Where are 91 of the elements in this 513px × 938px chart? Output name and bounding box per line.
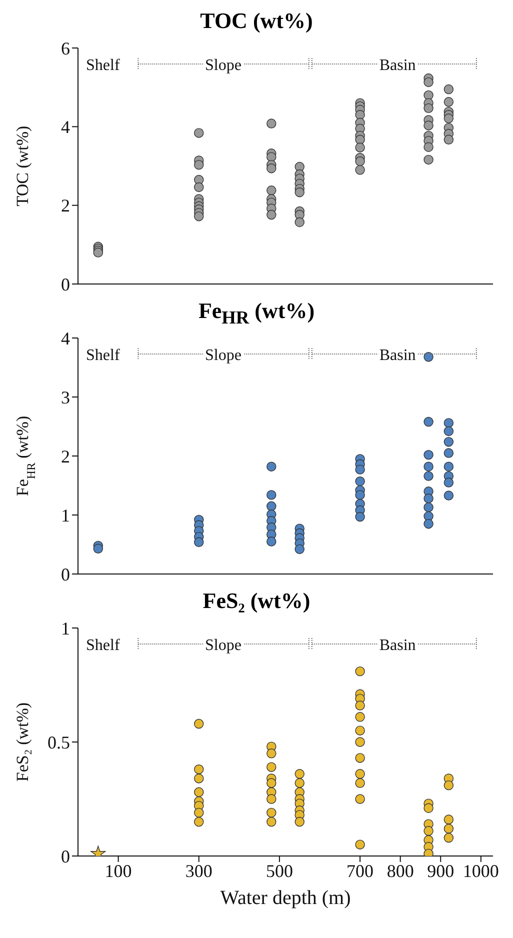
point [355,476,365,486]
point [266,536,276,546]
point [355,840,365,850]
y-axis-title: TOC (wt%) [13,126,32,206]
point [424,352,434,362]
point [194,816,204,827]
x-tick-label: 900 [427,860,454,881]
annotation: Basin [379,347,416,364]
point [194,718,204,729]
annotation: Slope [205,637,242,654]
annotation: Shelf [86,57,120,74]
y-tick-label: 0 [61,846,70,866]
annotation: Slope [205,57,242,74]
point [355,464,365,474]
point [444,824,454,834]
point [424,462,434,472]
point [444,832,454,843]
y-tick-label: 6 [61,38,70,58]
point [266,490,276,500]
point [194,537,204,547]
annotation: Basin [379,57,416,74]
point [266,816,276,827]
annotation: Shelf [86,637,120,654]
point [424,450,434,460]
annotation: Slope [205,347,242,364]
point [444,426,454,436]
y-tick-label: 1 [61,505,70,526]
x-tick-label: 1000 [462,860,499,881]
point [194,808,204,818]
point [424,502,434,512]
x-tick-label: 700 [346,860,374,881]
point [355,778,365,788]
point [444,448,454,458]
point [294,778,304,788]
point [424,518,434,529]
point [355,700,365,710]
x-tick-label: 300 [185,860,212,881]
point [444,780,454,790]
point [294,544,304,554]
point [444,478,454,488]
point [93,544,104,554]
point [424,826,434,836]
point [355,794,365,804]
point [355,490,365,500]
point [355,712,365,722]
point [266,501,276,512]
point [194,787,204,798]
chart-title: FeS₂ (wt%) [202,588,312,614]
point [444,462,454,472]
point [355,737,365,747]
point [266,762,276,772]
point [424,494,434,504]
point [355,666,365,676]
point [266,778,276,788]
y-tick-label: 3 [61,387,70,408]
y-tick-label: 4 [61,117,70,138]
y-tick-label: 0 [61,564,70,584]
point [444,436,454,447]
point [266,748,276,758]
annotation: Basin [379,637,416,654]
point [444,814,454,824]
point [444,490,454,500]
point [194,764,204,774]
point [294,816,304,827]
y-tick-label: 2 [61,196,70,216]
y-tick-label: 2 [61,446,70,466]
point [355,769,365,779]
chart-title: Fe$_{HR}$ (wt%) [197,298,316,328]
point [266,794,276,804]
point [194,774,204,784]
chart-title: TOC (wt%) [199,8,314,34]
point [266,808,276,818]
y-tick-label: 0 [61,274,70,294]
y-axis-title: FeS₂ (wt%) [13,702,32,782]
y-tick-label: 0.5 [48,732,70,752]
x-tick-label: 800 [386,860,414,881]
point [355,512,365,522]
y-tick-label: 4 [61,328,70,348]
point [355,753,365,763]
point [266,462,276,472]
point [424,803,434,813]
x-tick-label: 500 [266,860,293,881]
point [294,769,304,779]
y-tick-label: 1 [61,618,70,638]
point [444,418,454,428]
point [355,726,365,736]
point [424,471,434,481]
annotation: Shelf [86,347,120,364]
x-axis-title: Water depth (m) [220,887,351,910]
x-tick-label: 100 [104,860,132,881]
point [424,416,434,427]
